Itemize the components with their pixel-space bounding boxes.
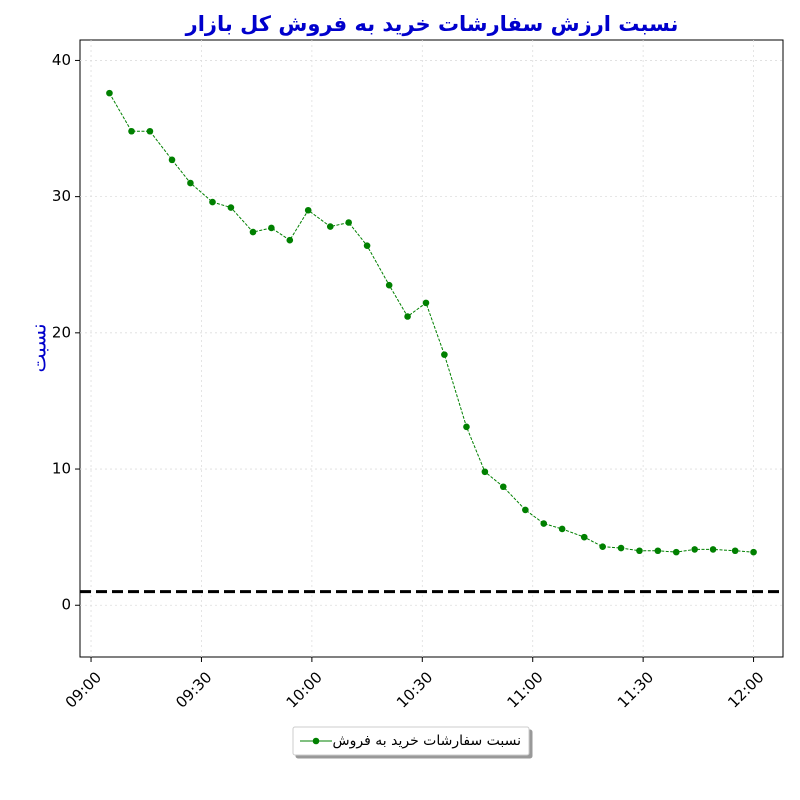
data-point — [441, 351, 448, 358]
data-point — [268, 224, 275, 232]
y-tick-label: 30 — [52, 187, 71, 205]
data-point — [249, 228, 257, 236]
data-point — [540, 520, 548, 527]
data-point — [522, 506, 529, 514]
y-axis-label: نسبت — [27, 323, 51, 372]
data-point — [599, 543, 606, 550]
data-point — [345, 219, 352, 226]
x-tick-label: 11:00 — [503, 668, 546, 711]
data-point — [463, 423, 470, 431]
data-point — [617, 544, 625, 552]
data-point — [654, 547, 662, 555]
data-point — [422, 299, 430, 307]
x-tick-label: 09:00 — [62, 668, 105, 711]
data-point — [326, 223, 334, 230]
data-point — [404, 313, 411, 320]
data-point — [580, 533, 588, 541]
y-tick-label: 20 — [52, 323, 71, 341]
legend-marker — [312, 737, 320, 745]
x-tick-label: 09:30 — [172, 668, 215, 711]
data-point — [227, 204, 235, 211]
chart-title: نسبت ارزش سفارشات خرید به فروش کل بازار — [185, 12, 679, 36]
plot-area — [79, 39, 784, 658]
data-point — [304, 206, 312, 214]
y-tick-label: 0 — [61, 596, 71, 614]
data-point — [146, 127, 154, 135]
data-point — [672, 548, 680, 556]
data-point — [750, 548, 757, 556]
data-point — [363, 242, 371, 249]
data-point — [499, 483, 507, 491]
data-point — [731, 547, 739, 555]
data-point — [209, 198, 216, 206]
y-tick-label: 10 — [52, 460, 71, 478]
legend: نسبت سفارشات خرید به فروش — [292, 726, 530, 756]
legend-label: نسبت سفارشات خرید به فروش — [333, 733, 521, 749]
data-point — [168, 156, 176, 164]
data-point — [481, 468, 489, 476]
data-point — [187, 179, 194, 187]
x-tick-label: 10:30 — [393, 668, 436, 711]
data-point — [385, 281, 393, 289]
x-tick-label: 12:00 — [724, 668, 767, 711]
data-point — [636, 547, 643, 555]
x-tick-label: 11:30 — [614, 668, 657, 711]
data-point — [558, 525, 566, 533]
x-tick-label: 10:00 — [283, 668, 326, 711]
data-point — [709, 546, 717, 553]
legend-box — [292, 726, 530, 756]
data-point — [691, 546, 698, 553]
series-line — [109, 92, 754, 553]
y-tick-label: 40 — [52, 51, 71, 69]
data-point — [128, 127, 135, 135]
data-point — [286, 236, 294, 244]
data-point — [106, 89, 113, 97]
